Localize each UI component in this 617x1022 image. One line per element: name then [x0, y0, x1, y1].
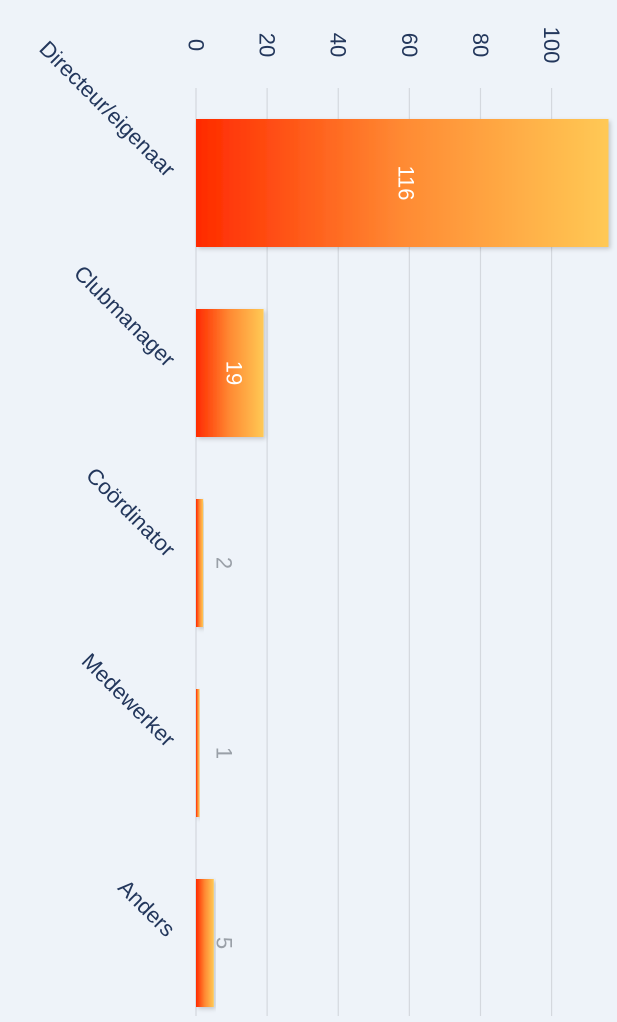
bar-layer — [196, 119, 609, 1007]
bar-clubmanager — [196, 309, 264, 437]
x-tick-label: 80 — [468, 33, 493, 57]
category-label: Anders — [113, 875, 180, 942]
category-label: Clubmanager — [69, 260, 180, 371]
category-label: Directeur/eigenaar — [34, 36, 180, 182]
tick-label-layer: 0 20 40 60 80 100 — [184, 27, 565, 64]
x-tick-label: 60 — [397, 33, 422, 57]
x-tick-label: 100 — [539, 27, 564, 64]
bar-directeur-eigenaar — [196, 119, 609, 247]
data-label-layer: 116 19 2 1 5 — [212, 165, 419, 949]
x-tick-label: 40 — [326, 33, 351, 57]
data-label: 1 — [212, 747, 237, 759]
bar-anders — [196, 879, 214, 1007]
data-label: 2 — [212, 557, 237, 569]
category-label: Medewerker — [77, 648, 180, 751]
data-label: 116 — [394, 165, 419, 200]
x-tick-label: 0 — [184, 39, 209, 51]
category-label: Coördinator — [81, 463, 180, 562]
category-label-layer: Directeur/eigenaar Clubmanager Coördinator… — [34, 36, 180, 942]
bar-co-rdinator — [196, 499, 204, 627]
bar-medewerker — [196, 689, 200, 817]
data-label: 5 — [212, 937, 237, 949]
x-tick-label: 20 — [255, 33, 280, 57]
data-label: 19 — [221, 361, 246, 385]
